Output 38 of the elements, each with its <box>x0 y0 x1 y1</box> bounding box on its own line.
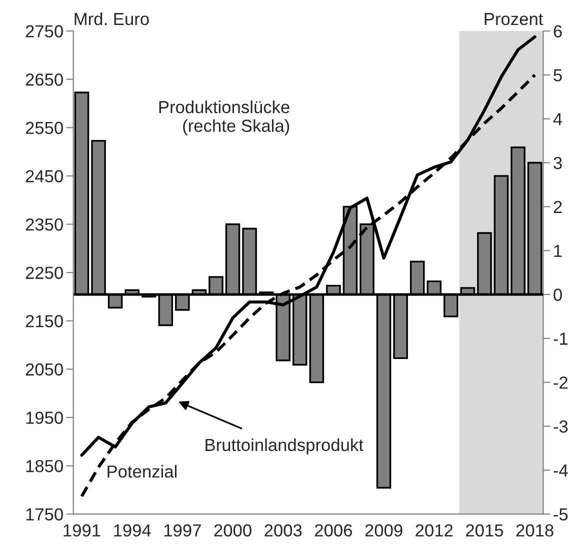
y2-tick-label: 6 <box>554 25 562 38</box>
x-tick-label: 2000 <box>214 524 252 537</box>
y-tick-label: 1950 <box>26 412 63 424</box>
y-tick-label: 2150 <box>26 315 63 328</box>
y-axis-title: Mrd. Euro <box>74 12 149 26</box>
y2-tick-label: 3 <box>554 156 562 170</box>
y2-tick-label: 0 <box>554 288 562 301</box>
x-tick-label: 1994 <box>114 524 151 537</box>
annotation: Bruttoinlandsprodukt <box>206 438 364 455</box>
y-tick-label: 2650 <box>26 73 63 86</box>
y-tick-label: 2550 <box>26 122 63 134</box>
y2-tick-label: -2 <box>554 376 568 389</box>
annotation: Produktionslücke (rechte Skala) <box>159 100 290 136</box>
y-tick-label: 2250 <box>26 266 63 280</box>
y2-tick-label: -3 <box>554 420 568 433</box>
annotation: Potenzial <box>108 464 176 478</box>
x-tick-label: 1997 <box>164 524 201 537</box>
y2-tick-label: 2 <box>554 200 562 213</box>
x-tick-label: 2012 <box>416 524 453 537</box>
x-tick-label: 2009 <box>365 524 402 537</box>
y2-tick-label: -1 <box>554 332 568 345</box>
y-tick-label: 2750 <box>26 25 63 38</box>
y2-tick-label: 4 <box>553 113 562 126</box>
y2-tick-label: -5 <box>554 508 568 521</box>
x-tick-label: 2006 <box>315 524 352 537</box>
y-tick-label: 2450 <box>26 170 63 182</box>
y2-tick-label: 5 <box>554 69 562 82</box>
x-tick-label: 2015 <box>466 524 504 537</box>
y2-axis-title: Prozent <box>484 13 544 26</box>
y2-tick-label: -4 <box>554 464 568 476</box>
y-tick-label: 2050 <box>26 363 63 376</box>
y-tick-label: 1750 <box>26 508 63 521</box>
x-tick-label: 1991 <box>64 524 100 537</box>
x-tick-label: 2018 <box>516 524 554 537</box>
x-tick-label: 2003 <box>264 524 302 537</box>
y-tick-label: 2350 <box>26 218 63 231</box>
y2-tick-label: 1 <box>554 244 562 257</box>
y-tick-label: 1850 <box>26 460 63 472</box>
